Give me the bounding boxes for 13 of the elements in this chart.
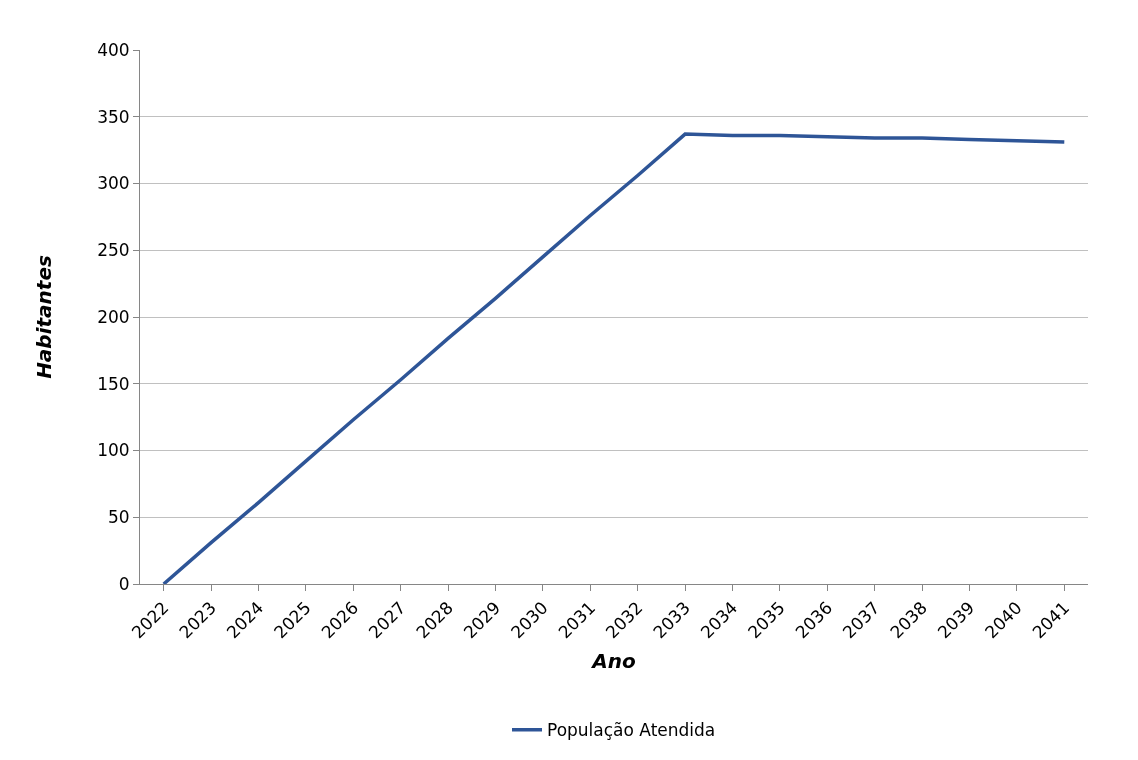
y-tick-label: 300 bbox=[97, 173, 130, 194]
y-tick-label: 100 bbox=[97, 440, 130, 461]
y-tick-label: 50 bbox=[107, 507, 130, 528]
y-tick-label: 150 bbox=[97, 373, 130, 394]
legend-label: População Atendida bbox=[547, 720, 716, 741]
x-axis-title: Ano bbox=[590, 648, 636, 673]
y-tick-label: 200 bbox=[97, 306, 130, 327]
line-series bbox=[161, 132, 1067, 584]
y-axis-title: Habitantes bbox=[31, 255, 56, 379]
y-tick-label: 350 bbox=[97, 106, 130, 127]
y-tick-label: 400 bbox=[97, 39, 130, 60]
y-tick-label: 250 bbox=[97, 240, 130, 261]
y-tick-label: 0 bbox=[118, 573, 130, 594]
